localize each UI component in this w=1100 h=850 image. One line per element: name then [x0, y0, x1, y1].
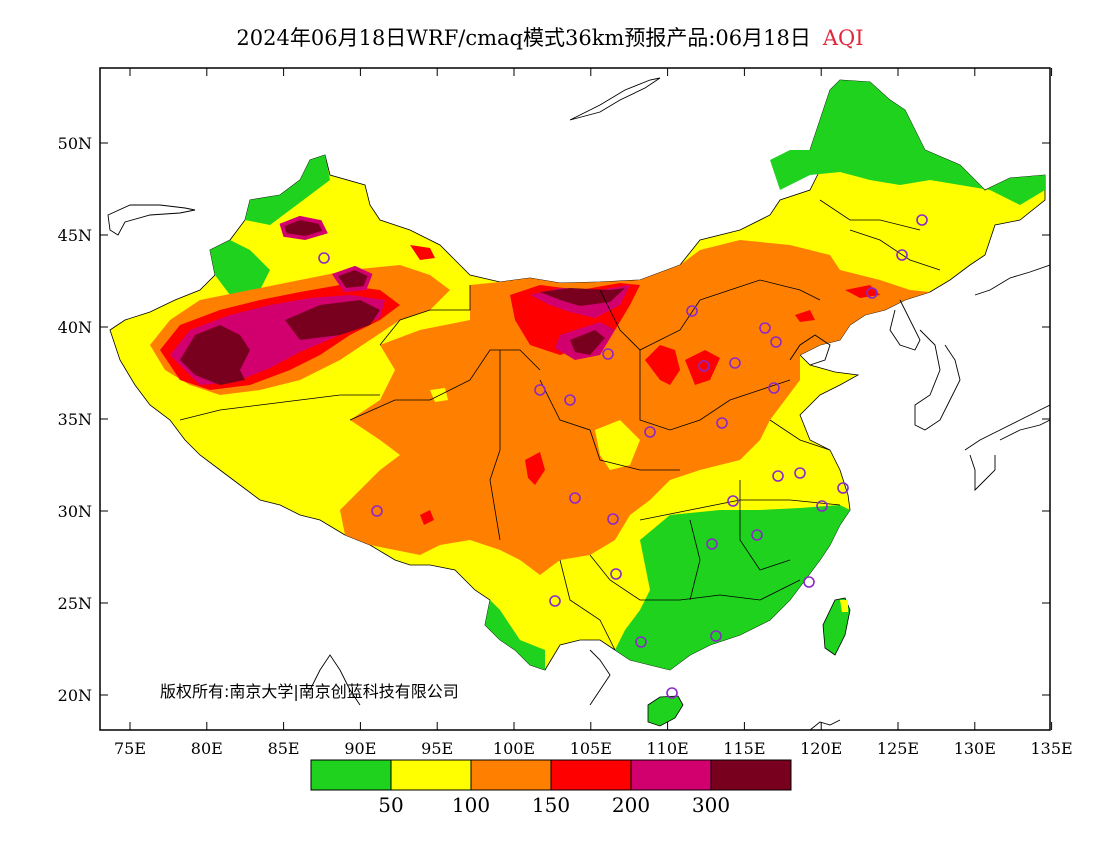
city-marker — [610, 568, 622, 580]
city-marker — [896, 249, 908, 261]
zone-hazardous-junggar — [279, 215, 328, 241]
legend-label: 300 — [692, 793, 730, 817]
city-marker — [644, 426, 656, 438]
lon-tick-label: 85E — [268, 739, 300, 758]
lon-tick-label: 115E — [723, 739, 765, 758]
lat-tick-label: 35N — [58, 410, 92, 429]
lon-tick-marks — [129, 68, 1053, 730]
city-marker — [666, 687, 678, 699]
city-marker — [371, 505, 383, 517]
zone-good-southwest — [485, 600, 545, 670]
city-marker — [706, 538, 718, 550]
legend-label: 150 — [532, 793, 570, 817]
aqi-legend: 50 100 150 200 300 — [310, 759, 792, 817]
lat-tick-label: 45N — [58, 226, 92, 245]
city-marker — [866, 287, 878, 299]
zone-unhealthy-shanxi — [645, 345, 680, 385]
lon-tick-label: 110E — [646, 739, 688, 758]
lon-tick-label: 95E — [421, 739, 453, 758]
city-marker — [816, 500, 828, 512]
city-marker — [607, 513, 619, 525]
lon-tick-label: 100E — [493, 739, 535, 758]
city-marker — [318, 252, 330, 264]
lon-tick-labels: 75E 80E 85E 90E 95E 100E 105E 110E 115E 120E 125E 1… — [114, 739, 1073, 758]
neighbor-coastlines — [107, 77, 1050, 730]
lat-tick-label: 20N — [58, 686, 92, 705]
lon-tick-label: 135E — [1030, 739, 1072, 758]
legend-swatch — [390, 759, 472, 791]
city-marker — [698, 360, 710, 372]
zone-usg-central — [340, 240, 930, 575]
city-marker — [564, 394, 576, 406]
city-marker — [569, 492, 581, 504]
zone-good-northwest — [245, 155, 330, 225]
city-marker — [716, 417, 728, 429]
city-marker — [602, 348, 614, 360]
legend-swatch — [310, 759, 392, 791]
city-marker — [534, 384, 546, 396]
legend-label: 100 — [452, 793, 490, 817]
province-boundaries — [179, 199, 941, 651]
city-marker — [710, 630, 722, 642]
legend-swatch — [550, 759, 632, 791]
city-marker — [549, 595, 561, 607]
zone-good-west — [210, 240, 270, 295]
city-markers — [318, 214, 928, 699]
zone-hazardous-taklimakan — [285, 300, 380, 340]
lat-tick-labels: 50N 45N 40N 35N 30N 25N 20N — [58, 134, 92, 705]
city-marker — [729, 357, 741, 369]
lat-tick-label: 30N — [58, 502, 92, 521]
lat-tick-label: 50N — [58, 134, 92, 153]
lon-tick-label: 75E — [114, 739, 146, 758]
lon-tick-label: 125E — [877, 739, 919, 758]
lon-tick-label: 80E — [191, 739, 223, 758]
city-marker — [794, 467, 806, 479]
city-marker — [803, 576, 815, 588]
map-title: 2024年06月18日WRF/cmaq模式36km预报产品:06月18日 AQI — [0, 22, 1100, 52]
city-marker — [759, 322, 771, 334]
city-marker — [837, 482, 849, 494]
legend-label: 50 — [378, 793, 403, 817]
title-text: 2024年06月18日WRF/cmaq模式36km预报产品:06月18日 — [236, 26, 811, 50]
legend-swatch — [630, 759, 712, 791]
legend-swatch — [710, 759, 792, 791]
zone-good-south — [615, 505, 850, 670]
city-marker — [751, 529, 763, 541]
hainan-island — [647, 695, 684, 727]
lon-tick-label: 130E — [954, 739, 996, 758]
title-variable: AQI — [822, 26, 864, 50]
lat-tick-label: 40N — [58, 318, 92, 337]
lon-tick-label: 105E — [570, 739, 612, 758]
aqi-fields — [109, 79, 1046, 727]
lon-tick-label: 120E — [800, 739, 842, 758]
lon-tick-label: 90E — [344, 739, 376, 758]
city-marker — [768, 382, 780, 394]
city-marker — [772, 470, 784, 482]
city-marker — [770, 336, 782, 348]
copyright-text: 版权所有:南京大学|南京创蓝科技有限公司 — [160, 682, 459, 701]
legend-label: 200 — [612, 793, 650, 817]
city-marker — [727, 495, 739, 507]
legend-swatch — [470, 759, 552, 791]
city-marker — [635, 636, 647, 648]
lat-tick-label: 25N — [58, 594, 92, 613]
zone-good-northeast — [770, 80, 1045, 205]
city-marker — [686, 305, 698, 317]
city-marker — [916, 214, 928, 226]
lat-tick-marks — [100, 142, 1050, 696]
